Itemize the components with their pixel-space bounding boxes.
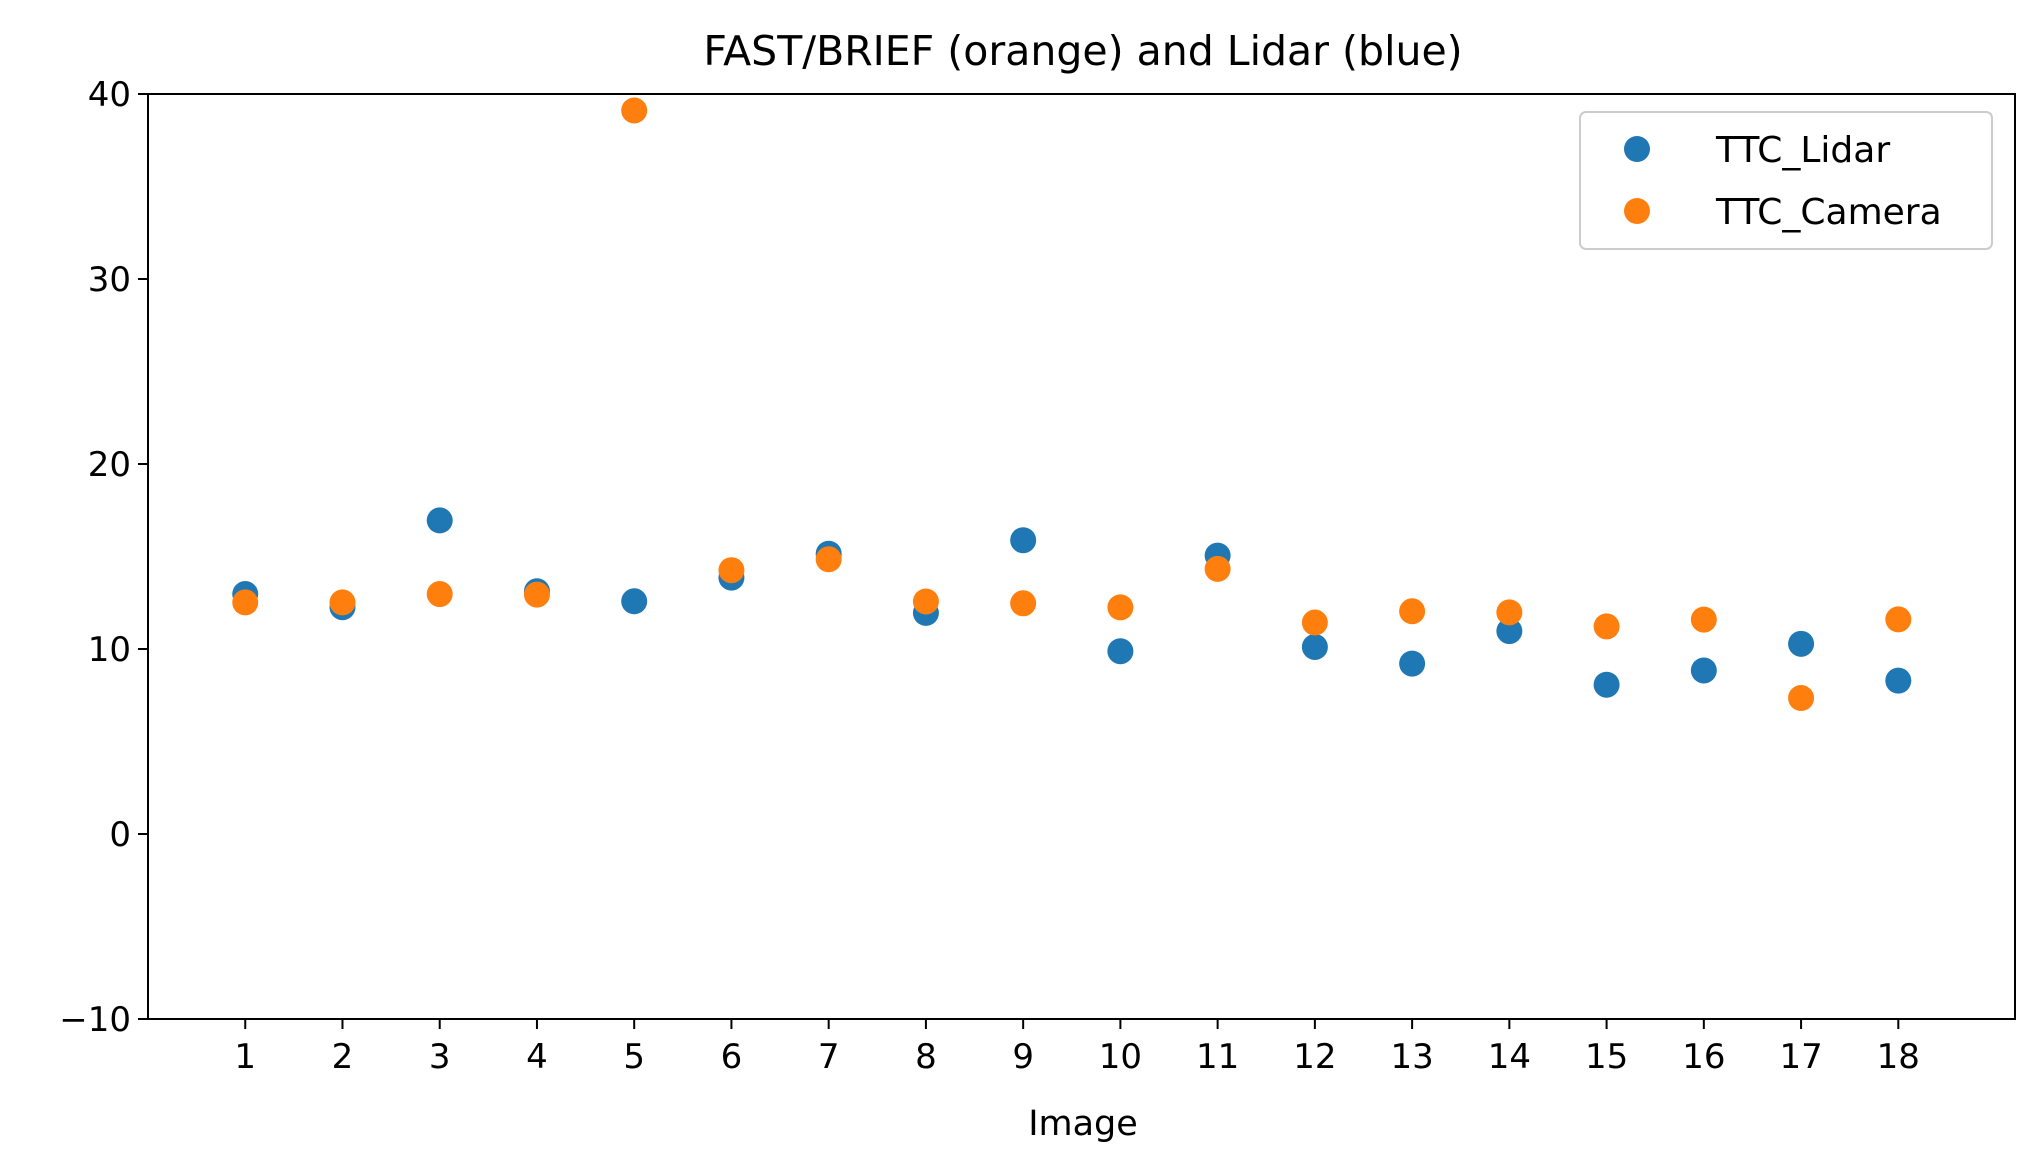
data-point — [1788, 630, 1815, 657]
y-tick-label: 0 — [109, 815, 131, 855]
x-axis: 1 2 3 4 5 6 7 8 9 10 11 12 13 14 15 16 17 18 — [234, 1019, 1920, 1077]
data-point — [912, 588, 939, 615]
x-tick-label: 18 — [1877, 1037, 1920, 1077]
x-tick-label: 4 — [526, 1037, 548, 1077]
chart-title: FAST/BRIEF (orange) and Lidar (blue) — [703, 27, 1462, 75]
data-point — [1690, 606, 1717, 633]
data-point — [523, 581, 550, 608]
data-point — [815, 546, 842, 573]
data-point — [1301, 609, 1328, 636]
data-point — [621, 97, 648, 124]
legend-label: TTC_Camera — [1715, 192, 1942, 233]
x-tick-label: 1 — [234, 1037, 256, 1077]
data-point — [1788, 685, 1815, 712]
data-point — [1885, 667, 1912, 694]
y-tick-label: 40 — [88, 75, 131, 115]
x-tick-label: 7 — [818, 1037, 840, 1077]
x-tick-label: 8 — [915, 1037, 937, 1077]
plot-frame — [147, 93, 2016, 1020]
x-tick-label: 13 — [1390, 1037, 1433, 1077]
y-tick-label: 20 — [88, 445, 131, 485]
plot-marks — [232, 97, 1912, 712]
y-tick-label: −10 — [59, 1000, 131, 1040]
x-tick-label: 3 — [429, 1037, 451, 1077]
x-tick-label: 9 — [1012, 1037, 1034, 1077]
y-tick-label: 10 — [88, 630, 131, 670]
legend: TTC_Lidar TTC_Camera — [1579, 111, 1993, 250]
x-tick-label: 16 — [1682, 1037, 1725, 1077]
x-tick-label: 11 — [1196, 1037, 1239, 1077]
data-point — [1107, 638, 1134, 665]
data-point — [1885, 606, 1912, 633]
data-point — [1496, 618, 1523, 645]
legend-frame — [1579, 111, 1993, 250]
data-point — [329, 589, 356, 616]
x-tick-label: 17 — [1779, 1037, 1822, 1077]
data-point — [426, 507, 453, 534]
data-point — [1107, 594, 1134, 621]
x-tick-label: 2 — [332, 1037, 354, 1077]
x-tick-label: 5 — [623, 1037, 645, 1077]
data-point — [1301, 633, 1328, 660]
x-tick-label: 10 — [1099, 1037, 1142, 1077]
data-point — [1399, 598, 1426, 625]
data-point — [621, 588, 648, 615]
data-point — [1593, 671, 1620, 698]
data-point — [426, 581, 453, 608]
data-point — [1593, 613, 1620, 640]
data-point — [1690, 657, 1717, 684]
data-point — [1496, 599, 1523, 626]
data-point — [1399, 650, 1426, 677]
y-tick-label: 30 — [88, 260, 131, 300]
x-tick-label: 14 — [1488, 1037, 1531, 1077]
data-point — [718, 557, 745, 584]
x-tick-label: 15 — [1585, 1037, 1628, 1077]
data-point — [1204, 555, 1231, 582]
legend-marker — [1624, 198, 1650, 224]
series-ttc-camera — [232, 97, 1912, 712]
data-point — [1010, 590, 1037, 617]
x-tick-label: 12 — [1293, 1037, 1336, 1077]
legend-label: TTC_Lidar — [1715, 130, 1890, 171]
y-axis: −10 0 10 20 30 40 — [59, 75, 148, 1040]
x-axis-label: Image — [1028, 1104, 1138, 1144]
legend-marker — [1624, 136, 1650, 162]
data-point — [1010, 527, 1037, 554]
data-point — [232, 589, 259, 616]
x-tick-label: 6 — [721, 1037, 743, 1077]
